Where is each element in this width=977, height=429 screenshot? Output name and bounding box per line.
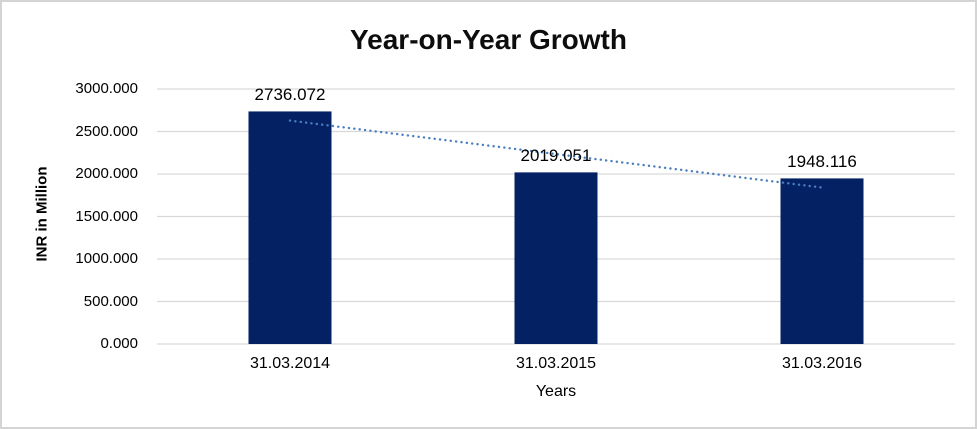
y-tick-label: 1500.000 [75,207,138,225]
y-tick-label: 2500.000 [75,122,138,140]
y-tick-label: 0.000 [100,335,138,352]
y-tick-label: 1000.000 [75,250,138,267]
chart-title: Year-on-Year Growth [350,24,627,55]
bar-value-label: 1948.116 [787,152,857,172]
bar-value-label: 2736.072 [254,85,326,105]
x-tick-label: 31.03.2014 [249,355,331,372]
x-axis-title: Years [535,383,577,400]
bar [780,178,864,344]
y-tick-label: 2000.000 [75,165,138,182]
bar [248,111,332,344]
bar [514,172,598,344]
y-tick-label: 3000.000 [75,80,138,97]
x-tick-label: 31.03.2016 [781,355,863,372]
x-tick-label: 31.03.2015 [515,355,597,372]
y-tick-label: 500.000 [83,292,138,310]
bar-value-label: 2019.051 [520,146,592,166]
